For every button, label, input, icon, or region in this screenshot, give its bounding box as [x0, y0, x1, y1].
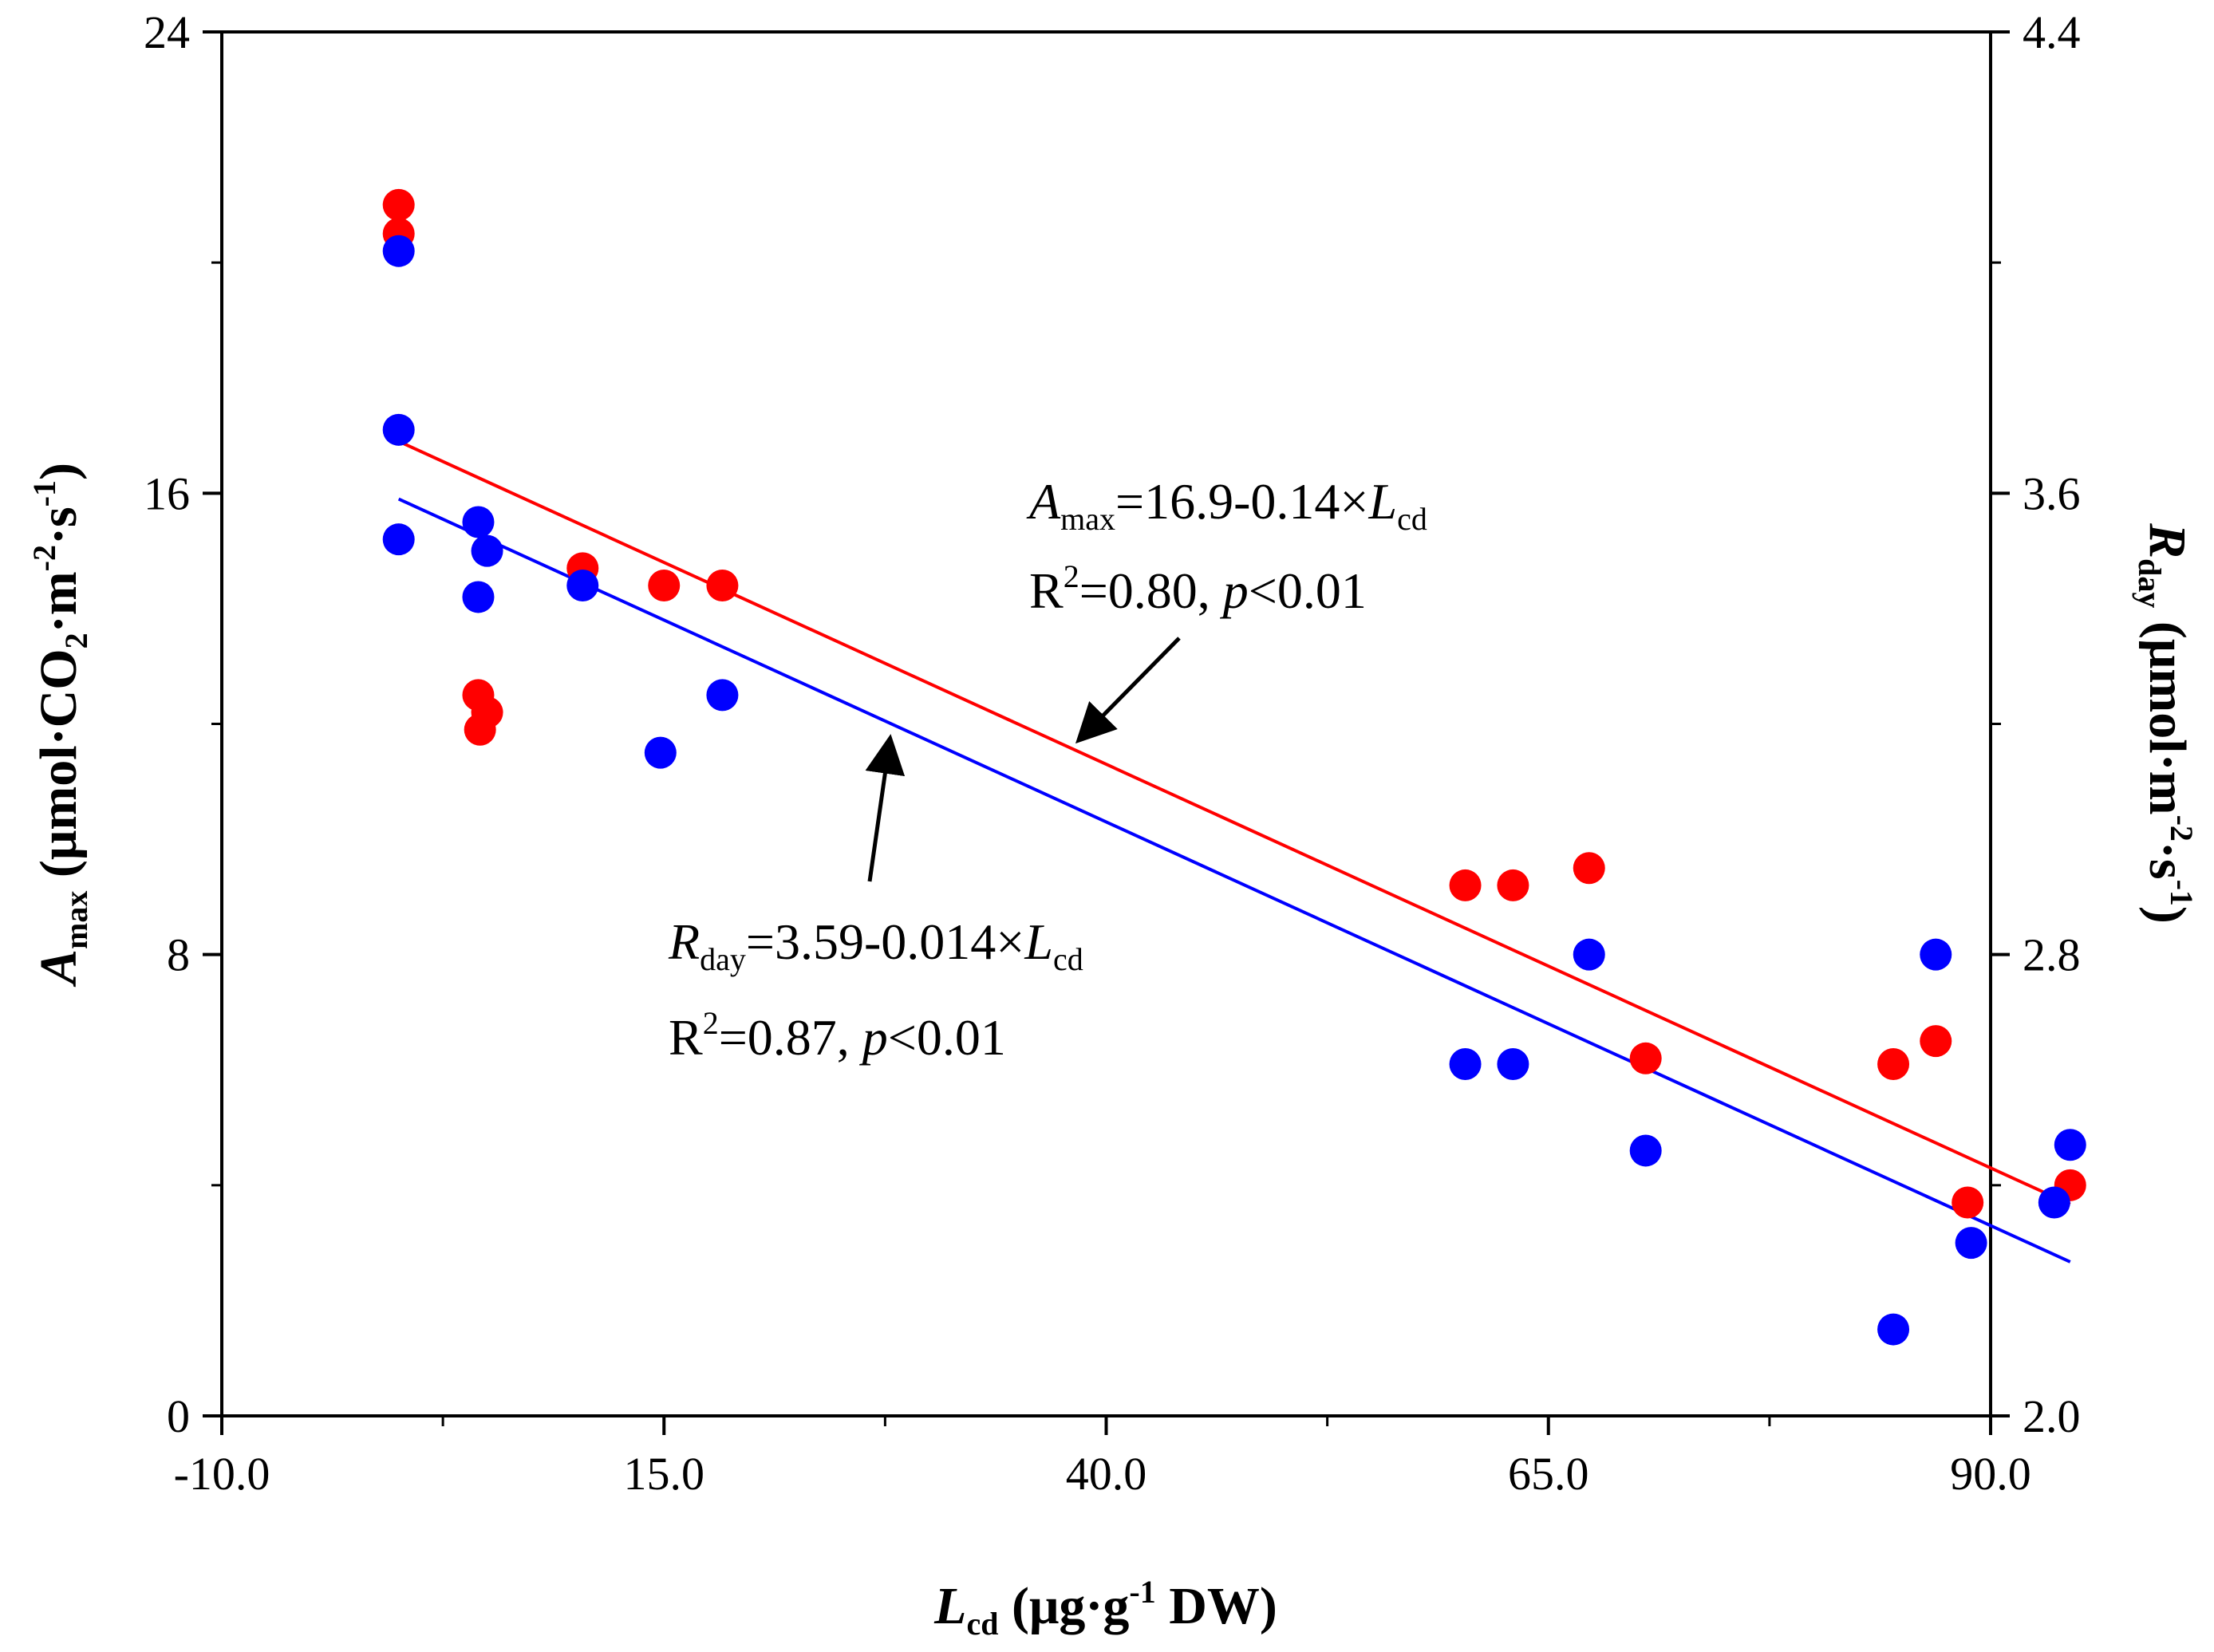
rday-data-point — [382, 413, 415, 446]
rday-data-point — [2054, 1129, 2086, 1161]
amax-data-point — [471, 696, 503, 729]
amax-data-point — [1952, 1186, 1984, 1219]
rday-data-point — [644, 736, 677, 769]
rday-data-point — [382, 523, 415, 556]
x-tick-label: 40.0 — [1066, 1448, 1147, 1500]
y-right-tick-label: 2.0 — [2023, 1390, 2081, 1442]
y-right-axis-ticks: 2.0 2.8 3.6 4.4 — [1991, 6, 2081, 1442]
amax-fit-line — [397, 440, 2071, 1206]
rday-data-point — [706, 679, 739, 712]
amax-data-point — [1920, 1025, 1952, 1058]
rday-data-point — [1955, 1227, 1987, 1260]
amax-equation: Amax=16.9-0.14×Lcd — [1026, 473, 1427, 537]
rday-data-point — [382, 235, 415, 267]
rday-data-point — [1573, 938, 1605, 971]
rday-data-point — [566, 570, 599, 601]
amax-points — [382, 188, 2086, 1219]
rday-equation: Rday=3.59-0.014×Lcd — [668, 913, 1083, 977]
rday-r2: R2=0.87, p<0.01 — [669, 1005, 1006, 1066]
rday-data-point — [1449, 1048, 1482, 1081]
y-right-axis-title: Rday (μmol·m-2·s-1) — [2132, 522, 2200, 924]
rday-data-point — [1877, 1313, 1910, 1346]
x-tick-label: 15.0 — [624, 1448, 705, 1500]
rday-annotation-arrow — [865, 734, 906, 882]
rday-data-point — [1497, 1048, 1529, 1081]
amax-annotation-arrow — [1075, 637, 1181, 744]
x-tick-label: 90.0 — [1950, 1448, 2031, 1500]
rday-data-point — [462, 506, 495, 538]
amax-data-point — [1877, 1048, 1910, 1081]
amax-data-point — [1629, 1042, 1662, 1074]
y-left-tick-label: 0 — [167, 1390, 190, 1442]
amax-data-point — [382, 188, 415, 221]
regression-lines — [397, 440, 2071, 1264]
rday-points — [382, 235, 2086, 1346]
rday-data-point — [471, 534, 503, 567]
x-tick-label: 65.0 — [1508, 1448, 1589, 1500]
y-right-tick-label: 2.8 — [2023, 929, 2081, 981]
rday-data-point — [462, 581, 495, 613]
y-left-tick-label: 8 — [167, 929, 190, 981]
amax-data-point — [1573, 852, 1605, 885]
rday-fit-line — [397, 497, 2071, 1264]
amax-r2: R2=0.80, p<0.01 — [1029, 558, 1367, 619]
y-right-tick-label: 4.4 — [2023, 6, 2081, 58]
rday-data-point — [2038, 1186, 2070, 1219]
x-axis-ticks: -10.0 15.0 40.0 65.0 90.0 — [174, 1416, 2031, 1500]
amax-data-point — [1449, 869, 1482, 901]
y-left-axis-title: Amax (μmol·CO2·m-2·s-1) — [26, 463, 94, 988]
x-axis-title: Lcd (μg·g-1 DW) — [933, 1574, 1277, 1642]
y-left-tick-label: 24 — [144, 6, 190, 58]
amax-data-point — [706, 570, 739, 601]
y-left-axis-ticks: 0 8 16 24 — [144, 6, 222, 1442]
y-left-tick-label: 16 — [144, 467, 190, 519]
amax-data-point — [648, 570, 681, 601]
amax-data-point — [1497, 869, 1529, 901]
x-tick-label: -10.0 — [174, 1448, 270, 1500]
y-right-tick-label: 3.6 — [2023, 467, 2081, 519]
rday-data-point — [1920, 938, 1952, 971]
rday-data-point — [1629, 1134, 1662, 1167]
